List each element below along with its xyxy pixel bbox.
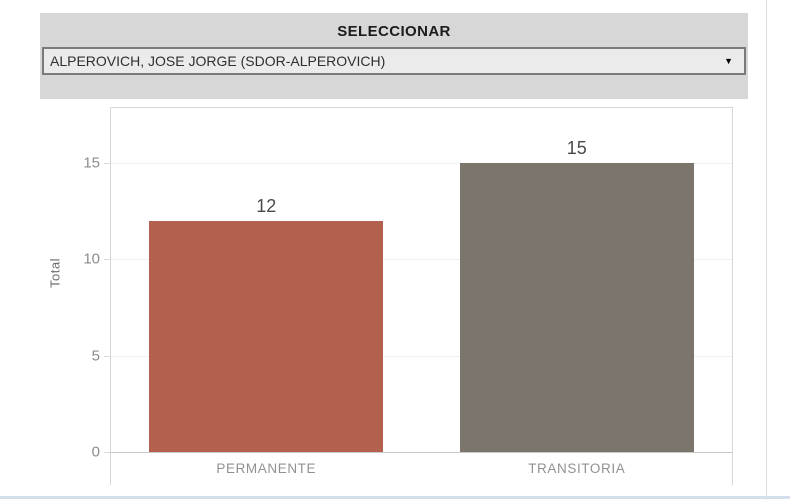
y-tick-label: 15 — [83, 154, 100, 172]
bottom-edge-divider — [0, 496, 790, 499]
selector-panel: SELECCIONAR ALPEROVICH, JOSE JORGE (SDOR… — [40, 13, 748, 99]
person-dropdown[interactable]: ALPEROVICH, JOSE JORGE (SDOR-ALPEROVICH)… — [42, 47, 746, 75]
y-gridline — [111, 259, 732, 261]
y-tick-label: 0 — [91, 443, 100, 461]
bar-value-label-permanente: 12 — [256, 195, 277, 216]
selector-panel-title: SELECCIONAR — [337, 23, 451, 40]
plot-right-border — [732, 107, 733, 485]
chevron-down-icon: ▼ — [724, 56, 733, 66]
y-tick-mark — [104, 162, 110, 164]
plot-top-border — [110, 107, 733, 108]
y-tick-mark — [104, 452, 110, 453]
y-axis-line — [110, 107, 111, 485]
dropdown-selected-value: ALPEROVICH, JOSE JORGE (SDOR-ALPEROVICH) — [50, 53, 386, 69]
y-tick-label: 5 — [91, 347, 100, 365]
x-category-label-transitoria: TRANSITORIA — [528, 461, 626, 476]
x-axis-line — [110, 452, 733, 453]
y-tick-label: 10 — [83, 250, 100, 268]
y-gridline — [111, 355, 732, 357]
y-tick-mark — [104, 259, 110, 261]
y-tick-mark — [104, 355, 110, 357]
bar-value-label-transitoria: 15 — [566, 137, 587, 158]
y-gridline — [111, 162, 732, 164]
bar-permanente[interactable] — [149, 220, 383, 452]
x-category-label-permanente: PERMANENTE — [216, 461, 317, 476]
right-edge-divider — [766, 0, 767, 500]
bar-transitoria[interactable] — [460, 162, 694, 452]
